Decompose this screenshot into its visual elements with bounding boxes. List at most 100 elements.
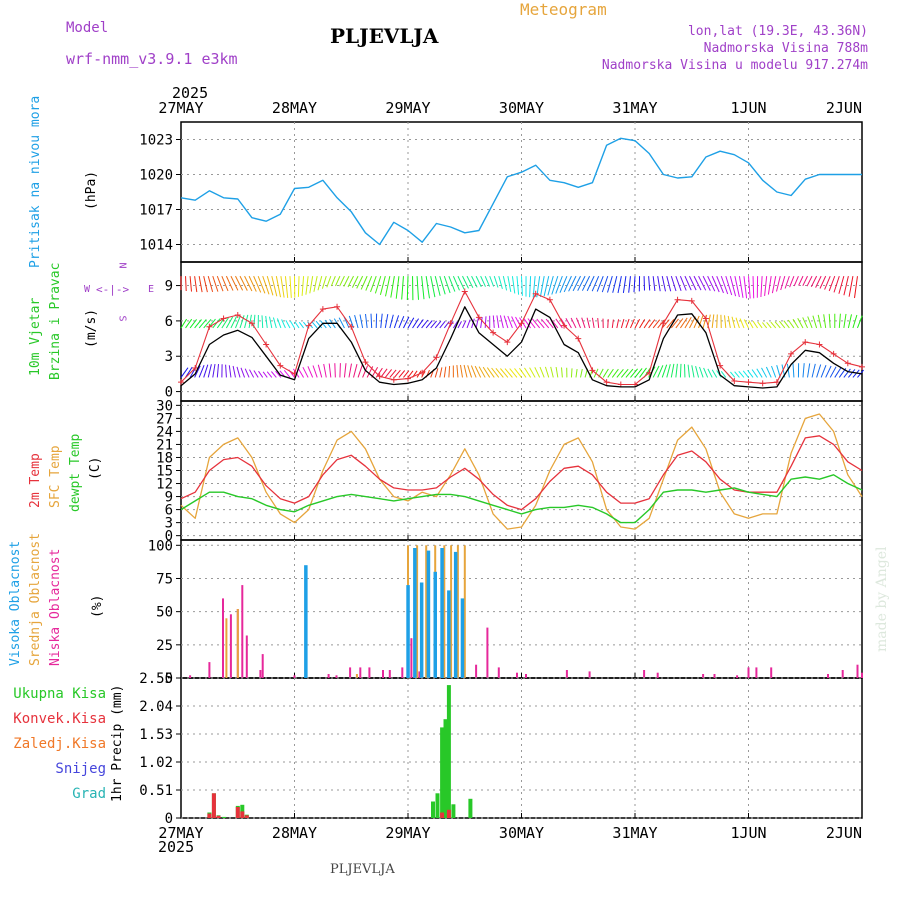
wind-direction-arrow <box>559 275 568 293</box>
wind-direction-arrow <box>496 315 500 329</box>
wind-gust-marker <box>802 339 809 346</box>
wind-direction-arrow <box>529 276 532 298</box>
y-tick-label: 1.53 <box>139 727 173 743</box>
wind-direction-arrow <box>507 276 512 292</box>
convective-rain-bar <box>216 815 221 818</box>
wind-direction-arrow <box>498 275 503 290</box>
wind-direction-arrow <box>534 367 541 378</box>
wind-direction-arrow <box>492 315 495 329</box>
wind-direction-arrow <box>326 275 332 288</box>
wind-direction-arrow <box>693 275 702 291</box>
wind-direction-arrow <box>421 370 426 378</box>
wind-direction-arrow <box>689 316 696 329</box>
wind-direction-arrow <box>661 364 668 378</box>
legend-freezing-rain: Zaledj.Kisa <box>13 736 106 752</box>
wind-direction-arrow <box>834 367 842 378</box>
y-tick-label: 0.51 <box>139 783 173 799</box>
x-date-label-bottom: 29MAY <box>385 824 430 842</box>
wind-direction-arrow <box>198 319 207 329</box>
x-date-label-bottom: 30MAY <box>499 824 544 842</box>
wind-direction-arrow <box>762 322 768 329</box>
wind-direction-arrow <box>843 276 849 296</box>
wind-direction-arrow <box>384 314 389 329</box>
wind-direction-arrow <box>235 275 244 291</box>
wind-direction-arrow <box>343 363 347 378</box>
wind-direction-arrow <box>806 275 813 287</box>
wind-direction-arrow <box>335 275 341 287</box>
wind-direction-arrow <box>765 366 772 378</box>
wind-direction-arrow <box>616 319 620 329</box>
wind-gust-marker <box>220 315 227 322</box>
wind-direction-arrow <box>514 368 522 378</box>
model-altitude-text: Nadmorska Visina u modelu 917.274m <box>601 58 868 73</box>
wind-direction-arrow <box>675 275 682 291</box>
y-tick-label: 3 <box>165 516 173 532</box>
wind-direction-arrow <box>443 275 451 294</box>
wind-direction-arrow <box>262 371 268 378</box>
wind-direction-arrow <box>257 275 266 294</box>
wind-gust-marker <box>277 362 284 369</box>
wind-gust-marker <box>305 322 312 329</box>
wind-direction-arrow <box>312 365 318 378</box>
panel-frame <box>180 121 863 263</box>
wind-direction-arrow <box>620 368 629 378</box>
wind-direction-arrow <box>518 367 527 378</box>
y-tick-label: 24 <box>156 424 173 440</box>
wind-direction-arrow <box>580 368 583 378</box>
wind-direction-arrow <box>457 275 465 290</box>
mid-cloud-bar <box>450 545 453 678</box>
wind-direction-arrow <box>194 319 202 329</box>
wind-direction-arrow <box>253 370 259 378</box>
wind-gust-marker <box>859 363 865 370</box>
wind-direction-arrow <box>634 318 641 329</box>
low-cloud-bar <box>656 672 659 678</box>
x-date-label-top: 31MAY <box>612 99 657 117</box>
wind-direction-arrow <box>276 318 282 329</box>
wind-direction-arrow <box>596 275 604 292</box>
wind-direction-arrow <box>523 317 531 329</box>
wind-gust-marker <box>830 350 837 357</box>
wind-gust-marker <box>660 320 667 327</box>
panel-frame <box>180 677 863 819</box>
wind-direction-arrow <box>727 315 731 329</box>
wind-direction-arrow <box>370 313 373 328</box>
wind-direction-arrow <box>285 320 291 329</box>
y-tick-label: 18 <box>156 450 173 466</box>
wind-direction-arrow <box>639 319 646 329</box>
wind-direction-arrow <box>232 365 236 378</box>
y-tick-label: 75 <box>156 571 173 587</box>
wind-direction-arrow <box>309 276 314 294</box>
wind-gust-marker <box>504 339 511 346</box>
wind-direction-arrow <box>581 275 591 291</box>
wind-direction-arrow <box>819 275 827 289</box>
wind-direction-arrow <box>570 368 573 378</box>
wind-direction-arrow <box>262 275 270 295</box>
x-date-label-top: 30MAY <box>499 99 544 117</box>
wind-direction-arrow <box>275 370 282 378</box>
mid-cloud-bar <box>456 545 459 678</box>
low-cloud-bar <box>861 672 863 678</box>
wind-direction-arrow <box>356 275 364 289</box>
wind-gust-marker <box>532 290 539 297</box>
wind-direction-arrow <box>351 275 359 288</box>
total-rain-bar <box>435 793 440 818</box>
high-cloud-bar <box>453 551 458 678</box>
wind-direction-arrow <box>787 319 795 329</box>
wind-gust-marker <box>561 322 568 329</box>
wind-direction-arrow <box>212 275 219 292</box>
wind-direction-arrow <box>565 318 572 329</box>
high-cloud-bar <box>413 548 417 678</box>
x-date-label-bottom: 28MAY <box>272 824 317 842</box>
wind-direction-arrow <box>739 318 745 329</box>
wind-direction-arrow <box>716 314 718 328</box>
y-tick-label: 1.02 <box>139 755 173 771</box>
convective-rain-bar <box>207 813 212 818</box>
wind-direction-arrow <box>648 276 651 291</box>
wind-direction-arrow <box>684 275 692 291</box>
wind-direction-arrow <box>738 370 745 378</box>
wind-direction-arrow <box>828 313 831 329</box>
wind-direction-arrow <box>185 366 193 378</box>
wind-direction-arrow <box>401 276 404 300</box>
wind-direction-arrow <box>289 276 292 298</box>
wind-direction-arrow <box>698 315 704 329</box>
